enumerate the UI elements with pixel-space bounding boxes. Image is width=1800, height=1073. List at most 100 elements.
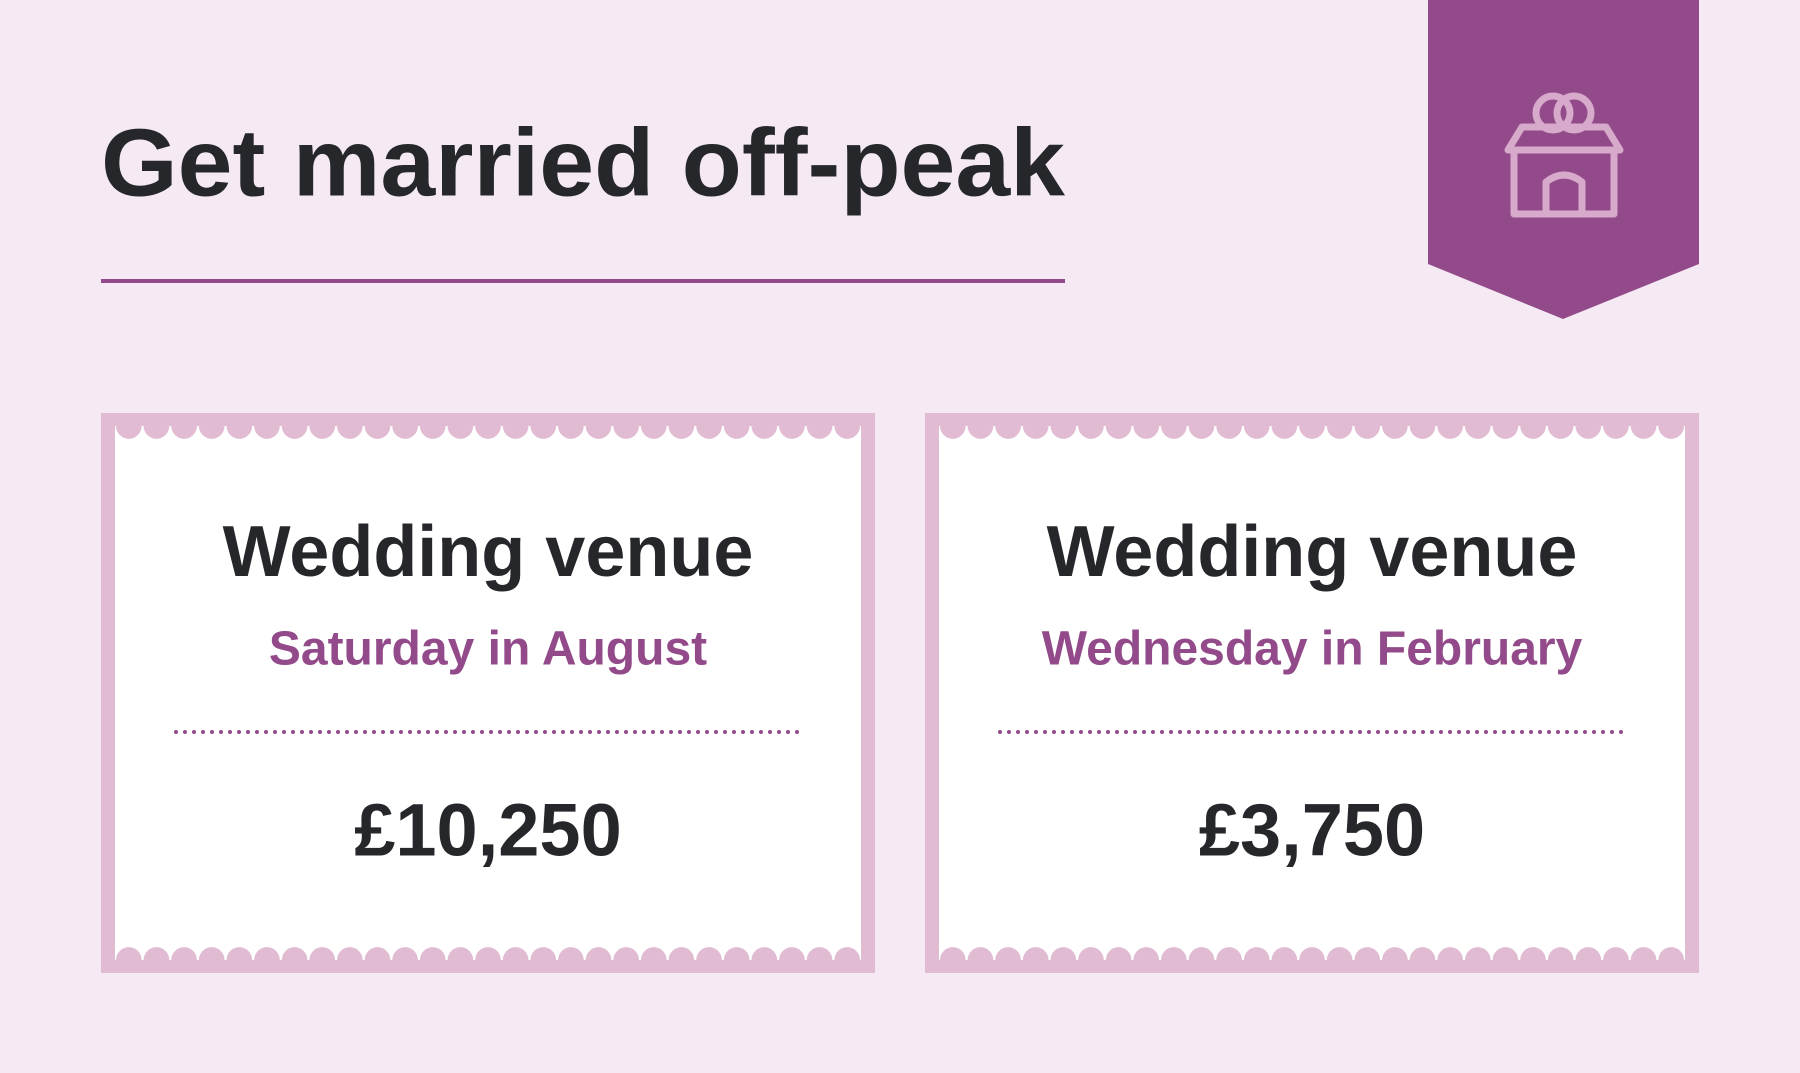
scallop (1022, 947, 1049, 973)
venue-icon (1504, 92, 1624, 218)
scallop (1658, 413, 1684, 439)
scallop (1382, 413, 1408, 439)
scallop (1409, 413, 1436, 439)
scallop (1299, 947, 1325, 973)
scallop (281, 413, 308, 439)
scallop (171, 413, 197, 439)
scallop (1409, 947, 1436, 973)
scallop (530, 413, 557, 439)
card: Wedding venue Wednesday in February £3,750 (925, 413, 1699, 973)
scallop (940, 413, 966, 439)
scallop (1547, 413, 1574, 439)
scallop (696, 413, 722, 439)
scallop (1271, 413, 1298, 439)
scallop (364, 947, 391, 973)
card-price: £3,750 (1199, 789, 1425, 872)
scallop (198, 413, 225, 439)
scallop (1603, 947, 1629, 973)
scallop (1022, 413, 1049, 439)
scallop (226, 947, 253, 973)
scallop (967, 947, 994, 973)
scallop (254, 413, 280, 439)
scallop (640, 413, 667, 439)
scallop (1603, 413, 1629, 439)
scallop (392, 947, 418, 973)
scallop (364, 413, 391, 439)
title: Get married off-peak (101, 109, 1066, 216)
scallop (1078, 413, 1104, 439)
scallop (1105, 413, 1132, 439)
scallop (1520, 947, 1546, 973)
scallop (585, 413, 612, 439)
scallop (337, 947, 363, 973)
scallop (309, 947, 336, 973)
scallop (502, 947, 529, 973)
card-heading: Wedding venue (1047, 512, 1578, 592)
scallop (806, 413, 833, 439)
title-underline (101, 279, 1065, 283)
card-price: £10,250 (354, 789, 622, 872)
scallop (1354, 413, 1381, 439)
scallop (967, 413, 994, 439)
scallop (723, 947, 750, 973)
scallop (1547, 947, 1574, 973)
scallop (1188, 947, 1215, 973)
scallop (475, 947, 501, 973)
banner (1428, 0, 1699, 319)
scallop (613, 947, 639, 973)
scallop (1492, 413, 1519, 439)
card-left-border (101, 413, 115, 973)
scallop (116, 947, 142, 973)
scallop (1464, 947, 1491, 973)
scallop (668, 947, 695, 973)
scallop (1575, 947, 1602, 973)
scallop (834, 413, 860, 439)
scallop (779, 413, 805, 439)
scallop (1437, 413, 1463, 439)
scallop (751, 413, 778, 439)
scallop (281, 947, 308, 973)
card-subheading: Wednesday in February (1042, 623, 1583, 676)
scallop (1630, 947, 1657, 973)
scallop (419, 413, 446, 439)
scallop (1437, 947, 1463, 973)
scallop (1216, 947, 1242, 973)
scallop (995, 413, 1021, 439)
scallop (1050, 947, 1077, 973)
scallop (558, 947, 584, 973)
scallop (1658, 947, 1684, 973)
scallop (1382, 947, 1408, 973)
scallop (337, 413, 363, 439)
scallop (1299, 413, 1325, 439)
scallop (1575, 413, 1602, 439)
scallop (613, 413, 639, 439)
scallop (1464, 413, 1491, 439)
scallop (1133, 947, 1160, 973)
scallop (640, 947, 667, 973)
scallop (751, 947, 778, 973)
scallop (475, 413, 501, 439)
scallop (1243, 947, 1270, 973)
scallop (696, 947, 722, 973)
scallop (779, 947, 805, 973)
scallop (995, 947, 1021, 973)
scallop (1492, 947, 1519, 973)
scallop (143, 947, 170, 973)
card-background (925, 413, 1699, 973)
scallop (1078, 947, 1104, 973)
card-right-border (1685, 413, 1699, 973)
scallop (1271, 947, 1298, 973)
scallop (1188, 413, 1215, 439)
scallop (1133, 413, 1160, 439)
scallop (1161, 413, 1187, 439)
scallop (1630, 413, 1657, 439)
scallop (116, 413, 142, 439)
scallop (419, 947, 446, 973)
scallop (1216, 413, 1242, 439)
scallop (1520, 413, 1546, 439)
scallop (806, 947, 833, 973)
scallop (392, 413, 418, 439)
